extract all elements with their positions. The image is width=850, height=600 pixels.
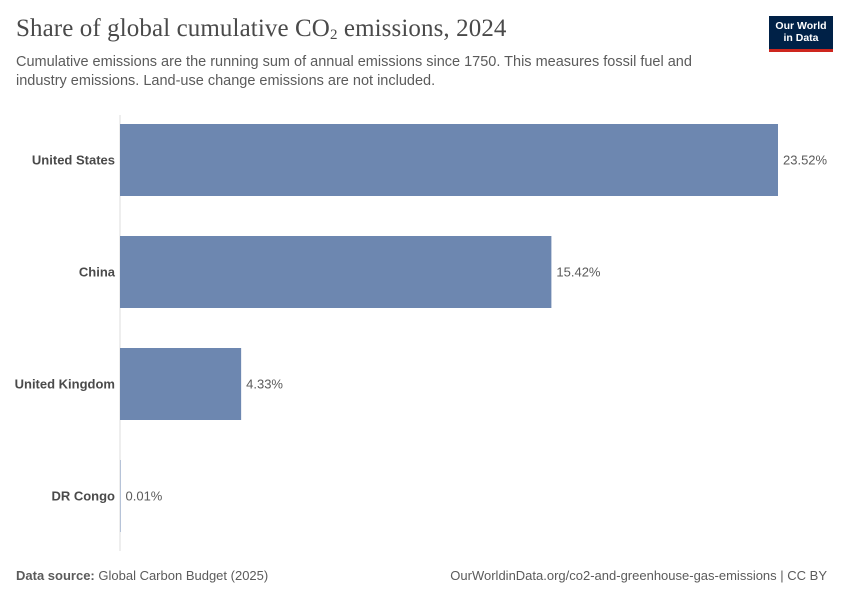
owid-logo[interactable]: Our World in Data: [769, 16, 833, 52]
chart-title: Share of global cumulative CO2 emissions…: [16, 15, 507, 44]
chart-subtitle: Cumulative emissions are the running sum…: [16, 54, 692, 89]
chart-title-main: Share of global cumulative CO: [16, 15, 330, 42]
data-source-value: Global Carbon Budget (2025): [98, 568, 269, 583]
chart-title-end: emissions, 2024: [337, 15, 507, 42]
source-url-license[interactable]: OurWorldinData.org/co2-and-greenhouse-ga…: [450, 568, 827, 583]
category-label-united-kingdom: United Kingdom: [15, 377, 115, 392]
value-label-china: 15.42%: [556, 265, 601, 280]
category-label-china: China: [79, 265, 116, 280]
owid-logo-line1: Our World: [775, 20, 827, 32]
value-label-united-states: 23.52%: [783, 153, 828, 168]
category-label-united-states: United States: [32, 153, 115, 168]
data-source: Data source: Global Carbon Budget (2025): [16, 568, 268, 583]
category-label-dr-congo: DR Congo: [51, 489, 115, 504]
value-label-united-kingdom: 4.33%: [246, 377, 283, 392]
bars-group: United States 23.52% China 15.42% United Kin…: [15, 124, 828, 532]
value-label-dr-congo: 0.01%: [126, 489, 163, 504]
data-source-label: Data source:: [16, 568, 95, 583]
bar-china[interactable]: [120, 236, 552, 308]
bar-dr-congo[interactable]: [120, 460, 121, 532]
chart-title-subscript: 2: [329, 27, 338, 43]
owid-logo-line2: in Data: [783, 32, 819, 44]
bar-united-kingdom[interactable]: [120, 348, 242, 420]
bar-united-states[interactable]: [120, 124, 778, 196]
